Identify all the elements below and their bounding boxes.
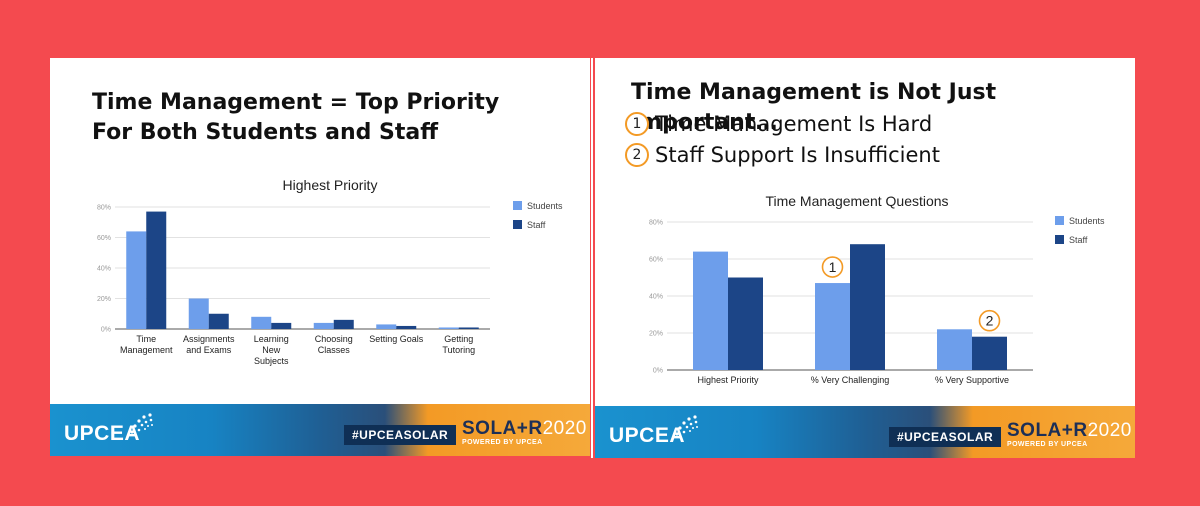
y-tick-label: 0% xyxy=(101,327,111,334)
legend-label: Staff xyxy=(527,220,546,230)
point-text: Time Management Is Hard xyxy=(655,112,933,136)
x-tick-label: Choosing xyxy=(315,334,353,344)
point-1: 1 Time Management Is Hard xyxy=(625,112,932,136)
upcea-sunburst-icon xyxy=(130,413,153,434)
x-tick-label: Highest Priority xyxy=(697,375,759,385)
y-tick-label: 0% xyxy=(653,368,663,375)
x-tick-label: % Very Supportive xyxy=(935,375,1009,385)
upcea-sunburst-icon xyxy=(675,415,698,436)
bar-students-5 xyxy=(438,327,459,329)
y-tick-label: 60% xyxy=(97,235,111,242)
bar-staff-4 xyxy=(396,325,417,329)
chart-title: Highest Priority xyxy=(283,177,378,193)
slide-title: Time Management = Top Priority For Both … xyxy=(92,88,499,148)
bar-students-1 xyxy=(188,298,209,329)
point-number-circle: 1 xyxy=(625,112,649,136)
slide-footer: UPCEA #UPCEASOLAR SOLA+R2020 POWERED BY … xyxy=(50,404,590,456)
x-tick-label: and Exams xyxy=(186,345,232,355)
bar-students-3 xyxy=(313,322,334,329)
x-tick-label: Assignments xyxy=(183,334,235,344)
x-tick-label: Learning xyxy=(254,334,289,344)
x-tick-label: New xyxy=(262,345,281,355)
bar-staff-2 xyxy=(271,322,292,329)
brand-year: 2020 xyxy=(1087,420,1132,441)
solar-brand: SOLA+R2020 POWERED BY UPCEA xyxy=(1007,420,1133,448)
legend-swatch xyxy=(1055,216,1064,225)
bar-staff-1 xyxy=(850,244,885,370)
slide-title: Time Management is Not Just Important… xyxy=(631,80,997,135)
annotation-circle xyxy=(978,309,1001,332)
y-tick-label: 80% xyxy=(649,220,663,227)
brand-subtitle: POWERED BY UPCEA xyxy=(462,439,543,446)
x-tick-label: Getting xyxy=(444,334,473,344)
y-tick-label: 80% xyxy=(97,205,111,212)
y-tick-label: 20% xyxy=(649,331,663,338)
bar-staff-2 xyxy=(972,336,1007,370)
title-line-2: For Both Students and Staff xyxy=(92,120,439,145)
legend-label: Students xyxy=(527,201,563,211)
slide-footer: UPCEA #UPCEASOLAR SOLA+R2020 POWERED BY … xyxy=(595,406,1135,458)
legend-swatch xyxy=(513,220,522,229)
brand-prefix: SOLA+R xyxy=(462,418,543,439)
x-tick-label: % Very Challenging xyxy=(811,375,890,385)
bar-students-0 xyxy=(693,251,728,370)
bar-students-0 xyxy=(126,231,147,329)
hashtag-badge: #UPCEASOLAR xyxy=(889,427,1002,447)
bar-staff-0 xyxy=(146,211,167,329)
brand-year: 2020 xyxy=(542,418,587,439)
brand-prefix: SOLA+R xyxy=(1007,420,1088,441)
hashtag-badge: #UPCEASOLAR xyxy=(344,425,457,445)
legend-label: Students xyxy=(1069,216,1105,226)
highest-priority-chart: Highest Priority 0% 20% 40% 60% 80% TimeManage… xyxy=(97,177,563,366)
point-number-circle: 2 xyxy=(625,143,649,167)
brand-subtitle: POWERED BY UPCEA xyxy=(1007,441,1088,448)
bar-staff-0 xyxy=(728,277,763,370)
slide-left: Time Management = Top Priority For Both … xyxy=(50,58,590,456)
slide-right: Time Management is Not Just Important… 1… xyxy=(595,58,1135,458)
bar-students-2 xyxy=(251,316,272,329)
upcea-logo: UPCEA xyxy=(609,424,686,447)
chart-title: Time Management Questions xyxy=(765,193,948,209)
title-line-1: Time Management = Top Priority xyxy=(92,90,500,115)
annotation-label: 1 xyxy=(829,259,837,275)
y-tick-label: 60% xyxy=(649,257,663,264)
y-tick-label: 40% xyxy=(649,294,663,301)
bar-students-4 xyxy=(376,324,397,329)
legend-label: Staff xyxy=(1069,235,1088,245)
slide-divider xyxy=(591,58,593,458)
annotation-circle xyxy=(821,256,844,278)
bar-students-1 xyxy=(815,283,850,370)
y-tick-label: 20% xyxy=(97,296,111,303)
legend-swatch xyxy=(513,201,522,210)
x-tick-label: Management xyxy=(120,345,173,355)
bar-staff-1 xyxy=(208,313,229,329)
upcea-logo: UPCEA xyxy=(64,422,141,445)
time-management-questions-chart: Time Management Questions 0% 20% 40% 60% 80% H… xyxy=(649,193,1105,385)
y-tick-label: 40% xyxy=(97,266,111,273)
point-2: 2 Staff Support Is Insufficient xyxy=(625,143,940,167)
bar-staff-5 xyxy=(458,327,479,329)
bar-students-2 xyxy=(937,329,972,370)
legend-swatch xyxy=(1055,235,1064,244)
x-tick-label: Classes xyxy=(318,345,351,355)
x-tick-label: Setting Goals xyxy=(369,334,424,344)
solar-brand: SOLA+R2020 POWERED BY UPCEA xyxy=(462,418,588,446)
x-tick-label: Subjects xyxy=(254,356,289,366)
x-tick-label: Tutoring xyxy=(442,345,475,355)
point-text: Staff Support Is Insufficient xyxy=(655,143,940,167)
bar-staff-3 xyxy=(333,319,354,329)
annotation-label: 2 xyxy=(986,313,994,329)
x-tick-label: Time xyxy=(136,334,156,344)
